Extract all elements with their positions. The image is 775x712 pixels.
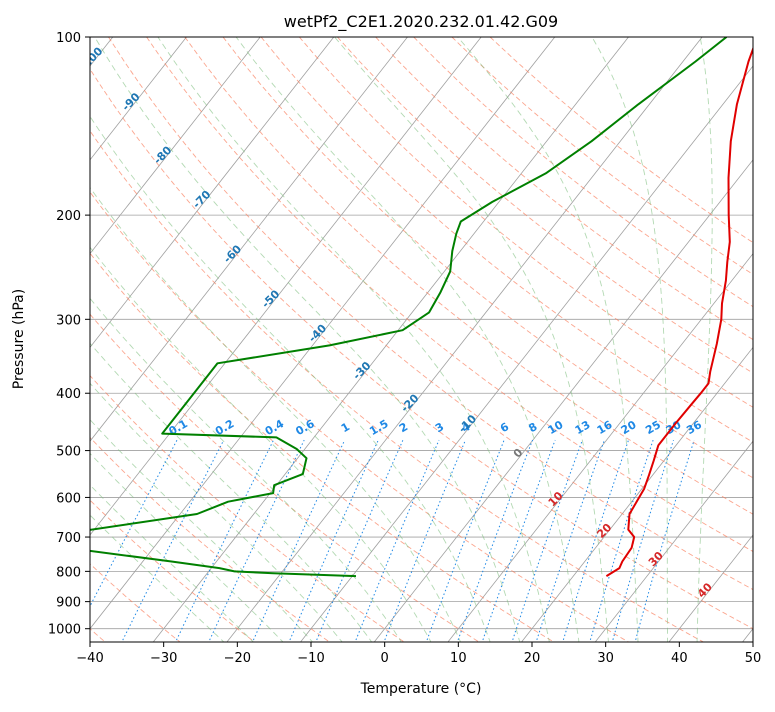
dry-adiabat-line [185,37,775,644]
mixing-ratio-label: 13 [573,418,593,437]
mixing-ratio-label: 0.4 [263,417,287,438]
mixing-ratio-label: 10 [546,418,566,437]
isotherm-label: -80 [151,143,174,166]
x-tick-label: −40 [76,651,103,666]
x-tick-label: 0 [381,651,389,666]
x-tick-label: −10 [297,651,324,666]
x-tick-label: −20 [224,651,251,666]
isotherm-line [5,37,482,644]
mixing-ratio-line [536,440,605,644]
isotherm-label: -60 [221,242,244,265]
y-tick-label: 300 [56,313,81,328]
mixing-ratio-line [252,440,345,644]
mixing-ratio-line [562,440,628,644]
mixing-ratio-line [71,440,177,644]
mixing-ratio-line [288,440,378,644]
x-axis-title: Temperature (°C) [360,681,482,697]
mixing-ratio-label: 36 [684,418,704,437]
isotherm-label: -30 [350,359,373,382]
x-tick-label: 40 [671,651,688,666]
isotherm-line [741,37,775,644]
isotherm-label: 10 [546,489,566,509]
isotherm-label: 40 [695,580,715,600]
moist-adiabat-line [697,24,712,644]
y-tick-label: 600 [56,491,81,506]
isotherm-line [226,37,703,644]
mixing-ratio-label: 1.5 [367,417,390,438]
x-tick-label: 20 [524,651,541,666]
mixing-ratio-line [121,440,224,644]
dewpoint-profile-line [72,37,727,576]
mixing-ratio-label: 8 [526,420,539,435]
temperature-profile-line [606,37,757,576]
x-tick-label: 30 [597,651,614,666]
moist-adiabat-line [0,24,255,644]
mixing-ratio-label: 1 [339,420,352,435]
isotherm-label: -90 [119,90,142,113]
x-tick-label: 10 [450,651,467,666]
moist-adiabat-line [0,24,402,644]
moist-adiabat-line [149,24,549,644]
chart-title: wetPf2_C2E1.2020.232.01.42.G09 [284,12,558,32]
y-tick-label: 800 [56,565,81,580]
y-tick-label: 100 [56,31,81,46]
isotherm-label: -20 [398,391,421,414]
moist-adiabat-line [0,24,343,644]
moist-adiabat-line [0,24,285,644]
moist-adiabat-line [36,24,491,644]
isotherm-label: 20 [594,521,614,541]
isotherm-label: 0 [511,446,526,461]
dry-adiabat-line [0,37,407,644]
mixing-ratio-label: 16 [595,418,615,437]
isotherm-line [299,37,775,644]
mixing-ratio-label: 2 [397,420,410,435]
mixing-ratio-label: 3 [433,420,446,435]
dry-adiabat-line [376,37,775,644]
mixing-ratio-line [208,440,304,644]
y-tick-label: 700 [56,531,81,546]
mixing-ratio-line [589,440,653,644]
isotherm-line [152,37,629,644]
mixing-ratio-line [315,440,403,644]
dry-adiabat-line [223,37,775,644]
dry-adiabat-line [109,37,775,644]
isotherm-label: -40 [306,322,329,345]
y-tick-label: 200 [56,209,81,224]
isotherm-line [520,37,775,644]
y-tick-label: 400 [56,387,81,402]
x-tick-label: −30 [150,651,177,666]
isotherm-label: -50 [259,287,282,310]
mixing-ratio-line [635,440,694,644]
dry-adiabat-line [32,37,706,644]
y-tick-label: 1000 [48,623,81,638]
isotherm-line [0,37,334,644]
y-tick-label: 900 [56,596,81,611]
dry-adiabat-line [147,37,775,644]
y-axis-title: Pressure (hPa) [11,289,27,389]
isotherm-label: 30 [646,549,666,569]
moist-adiabat-line [0,24,226,644]
dry-adiabat-line [70,37,775,644]
x-tick-label: 50 [745,651,762,666]
isotherm-line [668,37,775,644]
y-tick-label: 500 [56,445,81,460]
isotherm-line [0,37,408,644]
mixing-ratio-label: 0.6 [293,417,317,438]
